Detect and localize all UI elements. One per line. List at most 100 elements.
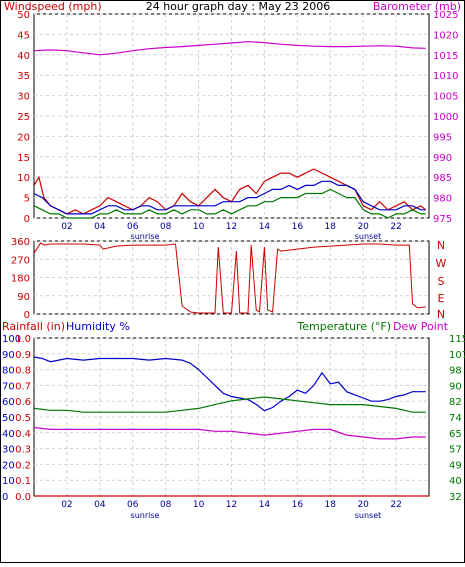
- windspeed-tick-15: 15: [17, 153, 30, 164]
- top-x-tick-06: 06: [127, 222, 139, 232]
- bottom-x-tick-04: 04: [94, 500, 106, 510]
- top-x-tick-18: 18: [325, 222, 337, 232]
- direction-panel-ticks: 0 90 180 270 360: [11, 237, 30, 321]
- sunset-label-bottom: sunset: [355, 511, 382, 520]
- humidity-tick-0: 0: [2, 492, 8, 503]
- dewpoint-axis-label: Dew Point: [393, 320, 449, 333]
- barometer-tick-1025: 1025: [433, 10, 458, 21]
- humidity-tick-70: 70: [2, 381, 15, 392]
- bottom-x-tick-10: 10: [193, 500, 205, 510]
- barometer-tick-1020: 1020: [433, 30, 458, 41]
- humidity-tick-20: 20: [2, 460, 15, 471]
- top-series-line-2: [33, 188, 426, 219]
- bottom-x-tick-08: 08: [160, 500, 172, 510]
- direction-series-line-0: [33, 242, 426, 314]
- rainfall-tick-5: 0.5: [15, 413, 31, 424]
- rainfall-axis-label: Rainfall (in): [2, 320, 65, 333]
- bottom-x-tick-22: 22: [390, 500, 401, 510]
- barometer-axis-label: Barometer (mb): [373, 0, 461, 13]
- temperature-tick-65: 65: [449, 429, 462, 440]
- compass-letter-w: W: [436, 257, 447, 270]
- rainfall-tick-3: 0.3: [15, 445, 31, 456]
- humidity-tick-90: 90: [2, 350, 15, 361]
- sunset-label-top: sunset: [355, 232, 382, 241]
- temperature-tick-82: 82: [449, 397, 462, 408]
- humidity-tick-50: 50: [2, 413, 15, 424]
- temperature-tick-74: 74: [449, 413, 462, 424]
- temperature-tick-98: 98: [449, 366, 462, 377]
- barometer-tick-990: 990: [433, 153, 452, 164]
- top-x-tick-12: 12: [226, 222, 237, 232]
- barometer-tick-1010: 1010: [433, 71, 458, 82]
- direction-tick-90: 90: [17, 292, 30, 303]
- top-panel-series: [33, 41, 427, 219]
- rainfall-tick-8: 0.8: [15, 366, 31, 377]
- windspeed-tick-50: 50: [17, 10, 30, 21]
- windspeed-tick-45: 45: [17, 30, 30, 41]
- top-x-tick-22: 22: [390, 222, 401, 232]
- windspeed-tick-10: 10: [17, 173, 30, 184]
- temperature-tick-40: 40: [449, 476, 462, 487]
- top-x-tick-16: 16: [292, 222, 304, 232]
- direction-tick-270: 270: [11, 255, 30, 266]
- sunrise-label-top: sunrise: [131, 232, 160, 241]
- humidity-tick-60: 60: [2, 397, 15, 408]
- bottom-x-tick-18: 18: [325, 500, 337, 510]
- bottom-x-tick-14: 14: [259, 500, 271, 510]
- humidity-tick-80: 80: [2, 366, 15, 377]
- humidity-axis-label: Humidity %: [66, 320, 130, 333]
- barometer-tick-985: 985: [433, 173, 452, 184]
- compass-letters: N W S E N: [436, 239, 447, 321]
- temperature-axis-label: Temperature (°F): [296, 320, 391, 333]
- bottom-panel-ticks: 02 04 06 08 10 12 14 16 18 20 220 0.010 0.120 0.230 0.…: [2, 334, 465, 510]
- windspeed-tick-20: 20: [17, 132, 30, 143]
- windspeed-tick-35: 35: [17, 71, 30, 82]
- barometer-tick-995: 995: [433, 132, 452, 143]
- barometer-tick-1005: 1005: [433, 92, 458, 103]
- bottom-panel-series: [33, 356, 429, 497]
- bottom-series-line-2: [33, 396, 426, 413]
- barometer-tick-980: 980: [433, 194, 452, 205]
- rainfall-tick-10: 1.0: [15, 334, 31, 345]
- bottom-x-tick-16: 16: [292, 500, 304, 510]
- humidity-tick-100: 100: [2, 334, 21, 345]
- top-x-tick-08: 08: [160, 222, 172, 232]
- rainfall-tick-1: 0.1: [15, 476, 31, 487]
- top-series-line-0: [33, 168, 427, 215]
- windspeed-tick-5: 5: [24, 194, 30, 205]
- barometer-tick-975: 975: [433, 214, 452, 225]
- temperature-tick-32: 32: [449, 492, 462, 503]
- top-x-tick-10: 10: [193, 222, 205, 232]
- windspeed-tick-30: 30: [17, 92, 30, 103]
- direction-panel-grid: [34, 240, 429, 315]
- bottom-x-tick-12: 12: [226, 500, 237, 510]
- windspeed-tick-25: 25: [17, 112, 30, 123]
- rainfall-tick-7: 0.7: [15, 381, 31, 392]
- humidity-tick-30: 30: [2, 445, 15, 456]
- windspeed-tick-0: 0: [24, 214, 30, 225]
- humidity-tick-10: 10: [2, 476, 15, 487]
- bottom-x-tick-02: 02: [61, 500, 72, 510]
- rainfall-tick-4: 0.4: [15, 429, 31, 440]
- compass-letter-n-bottom: N: [437, 308, 445, 321]
- bottom-panel-grid: [34, 337, 429, 497]
- top-x-tick-02: 02: [61, 222, 72, 232]
- bottom-series-line-3: [33, 426, 426, 440]
- top-series-line-1: [33, 180, 426, 215]
- compass-letter-s: S: [438, 275, 445, 288]
- compass-letter-e: E: [438, 292, 445, 305]
- top-x-tick-20: 20: [357, 222, 369, 232]
- temperature-tick-49: 49: [449, 460, 462, 471]
- top-x-tick-04: 04: [94, 222, 106, 232]
- temperature-tick-107: 107: [449, 350, 465, 361]
- bottom-x-tick-06: 06: [127, 500, 139, 510]
- top-series-line-3: [33, 41, 426, 56]
- sunrise-label-bottom: sunrise: [131, 511, 160, 520]
- windspeed-axis-label: Windspeed (mph): [4, 0, 102, 13]
- top-panel-grid: [34, 13, 429, 219]
- top-x-tick-14: 14: [259, 222, 271, 232]
- temperature-tick-115: 115: [449, 334, 465, 345]
- chart-title: 24 hour graph day : May 23 2006: [146, 0, 331, 13]
